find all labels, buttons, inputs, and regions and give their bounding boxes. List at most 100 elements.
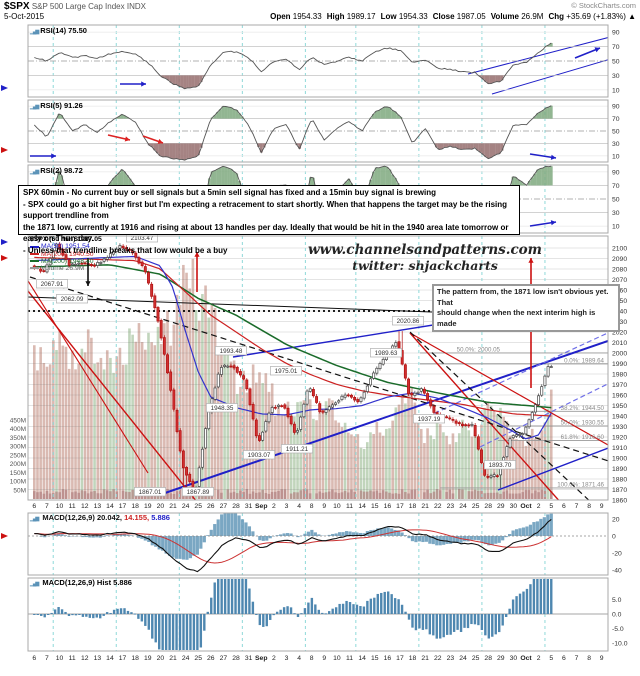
date-axis-label: 2 xyxy=(537,503,541,510)
date-axis-label: 9 xyxy=(322,655,326,662)
panel-layer-m2 xyxy=(28,578,608,651)
volume-axis-label: 250M xyxy=(10,452,26,459)
panel-border xyxy=(27,512,609,576)
copyright: © StockCharts.com xyxy=(571,1,636,10)
price-label: 2067.91 xyxy=(41,281,64,288)
date-axis-label: 20 xyxy=(157,655,165,662)
date-axis-label: Sep xyxy=(255,503,267,510)
fib-label: 100.0%: 1871.46 xyxy=(557,481,604,488)
volume-axis-label: 200M xyxy=(10,461,26,468)
rsi-axis-label: 30 xyxy=(612,141,620,148)
ticker-description: S&P 500 Large Cap Index INDX xyxy=(31,2,146,11)
price-label-box xyxy=(243,450,276,460)
annotation-box: The pattern from, the 1871 low isn't obv… xyxy=(432,284,620,332)
ma200b-swatch xyxy=(30,260,39,263)
ohlc-field-value: +35.69 (+1.83%) ▲ xyxy=(564,12,636,21)
rsi-axis-label: 10 xyxy=(612,87,620,94)
rsi-axis-label: 30 xyxy=(612,73,620,80)
chart-header: $SPX S&P 500 Large Cap Index INDX © Stoc… xyxy=(4,1,636,12)
panel-layer-pr xyxy=(28,236,608,500)
ma50-swatch xyxy=(30,245,39,248)
date-axis-label: 25 xyxy=(194,503,202,510)
rsi5-label: ▁▄▆ RSI(5) 91.26 xyxy=(30,101,83,110)
fib-label: 50.0%: 2000.05 xyxy=(457,346,501,353)
date-axis-label: 29 xyxy=(497,655,505,662)
date-axis-label: 16 xyxy=(384,503,392,510)
date-axis-label: 14 xyxy=(106,503,114,510)
date-axis-label: 11 xyxy=(69,503,76,510)
ohlc-field-value: 1987.05 xyxy=(454,12,486,21)
price-label-box xyxy=(55,294,88,304)
price-label: 1867.89 xyxy=(187,489,210,496)
volume-axis-label: 100M xyxy=(10,479,26,486)
date-axis-label: 5 xyxy=(549,503,553,510)
price-label-box xyxy=(392,316,425,326)
panel-layer-r5 xyxy=(28,100,608,162)
rsi2-label: ▁▄▆ RSI(2) 98.72 xyxy=(30,166,83,175)
date-axis-label: 29 xyxy=(497,503,505,510)
price-axis-label: 1990 xyxy=(612,361,627,368)
price-label-box xyxy=(484,460,517,470)
indicator-icon: ▁▄▆ xyxy=(30,104,39,110)
price-label-box xyxy=(134,487,167,497)
date-axis-label: 21 xyxy=(169,503,177,510)
date-axis-label: 6 xyxy=(562,503,566,510)
price-label-box xyxy=(270,366,303,376)
price-label-box xyxy=(182,487,215,497)
price-label: 1911.21 xyxy=(286,446,309,453)
fib-label: 61.8%: 1916.60 xyxy=(561,434,605,441)
price-axis-label: 1930 xyxy=(612,424,627,431)
date-axis-label: Sep xyxy=(255,655,267,662)
date-axis-label: 20 xyxy=(157,503,165,510)
macd-axis-label: -40 xyxy=(612,568,622,575)
price-axis-label: 2000 xyxy=(612,351,627,358)
price-axis-label: 2020 xyxy=(612,330,627,337)
date-axis-label: 22 xyxy=(434,655,442,662)
price-axis-label: 1880 xyxy=(612,477,627,484)
price-label: 1948.35 xyxy=(211,405,234,412)
panel-border xyxy=(27,99,609,163)
date-axis-label: 28 xyxy=(232,503,240,510)
date-axis-label: 8 xyxy=(310,655,314,662)
price-axis-label: 2080 xyxy=(612,267,627,274)
price-axis-label: 2100 xyxy=(612,246,627,253)
date-axis-label: 11 xyxy=(346,655,353,662)
date-axis-label: 23 xyxy=(447,655,455,662)
price-axis-label: 2090 xyxy=(612,256,627,263)
macd-hist-label: ▁▄▆ MACD(12,26,9) Hist 5.886 xyxy=(30,578,132,587)
macd-axis-label: 0 xyxy=(612,534,616,541)
date-axis-label: 6 xyxy=(32,655,36,662)
price-label: 1903.07 xyxy=(248,452,271,459)
date-axis-label: 9 xyxy=(322,503,326,510)
price-axis-label: 1950 xyxy=(612,403,627,410)
watermark: www.channelsandpatterns.com twitter: shj… xyxy=(288,242,562,273)
rsi14-label: ▁▄▆ RSI(14) 75.50 xyxy=(30,26,87,35)
price-axis-label: 1980 xyxy=(612,372,627,379)
rsi-axis-label: 90 xyxy=(612,30,620,37)
date-axis-label: 4 xyxy=(297,655,301,662)
ohlc-field-label: Close xyxy=(432,12,455,21)
price-label: 1937.19 xyxy=(418,416,441,423)
rsi-axis-label: 50 xyxy=(612,197,620,204)
date-axis-label: 13 xyxy=(94,503,102,510)
date-axis-label: 14 xyxy=(358,655,366,662)
price-label: 1989.63 xyxy=(375,350,398,357)
price-axis-label: 1920 xyxy=(612,435,627,442)
date-axis-label: Oct xyxy=(520,503,532,510)
price-axis-label: 1900 xyxy=(612,456,627,463)
panel-layer-r14 xyxy=(28,25,608,97)
price-label-box xyxy=(206,403,239,413)
indicator-icon: ▁▄▆ xyxy=(30,516,39,522)
date-axis-label: 2 xyxy=(272,503,276,510)
date-axis-label: 17 xyxy=(119,503,127,510)
price-axis-label: 2070 xyxy=(612,277,627,284)
price-label-box xyxy=(215,346,248,356)
date-axis-label: 10 xyxy=(56,655,64,662)
fib-label: 50.0%: 1930.55 xyxy=(561,419,605,426)
chart-subheader: 5-Oct-2015 Open 1954.33 High 1989.17 Low 1… xyxy=(4,12,636,21)
commentary-line: the 1871 low, currently at 1916 and risi… xyxy=(23,222,509,244)
price-legend: $SPX (60 min) 1987.05 MA(50) 1951.54 MA(… xyxy=(30,236,102,272)
date-axis-label: 19 xyxy=(144,503,152,510)
date-axis-label: 8 xyxy=(587,655,591,662)
commentary-line: - SPX could go a bit higher first but I'… xyxy=(23,199,508,221)
